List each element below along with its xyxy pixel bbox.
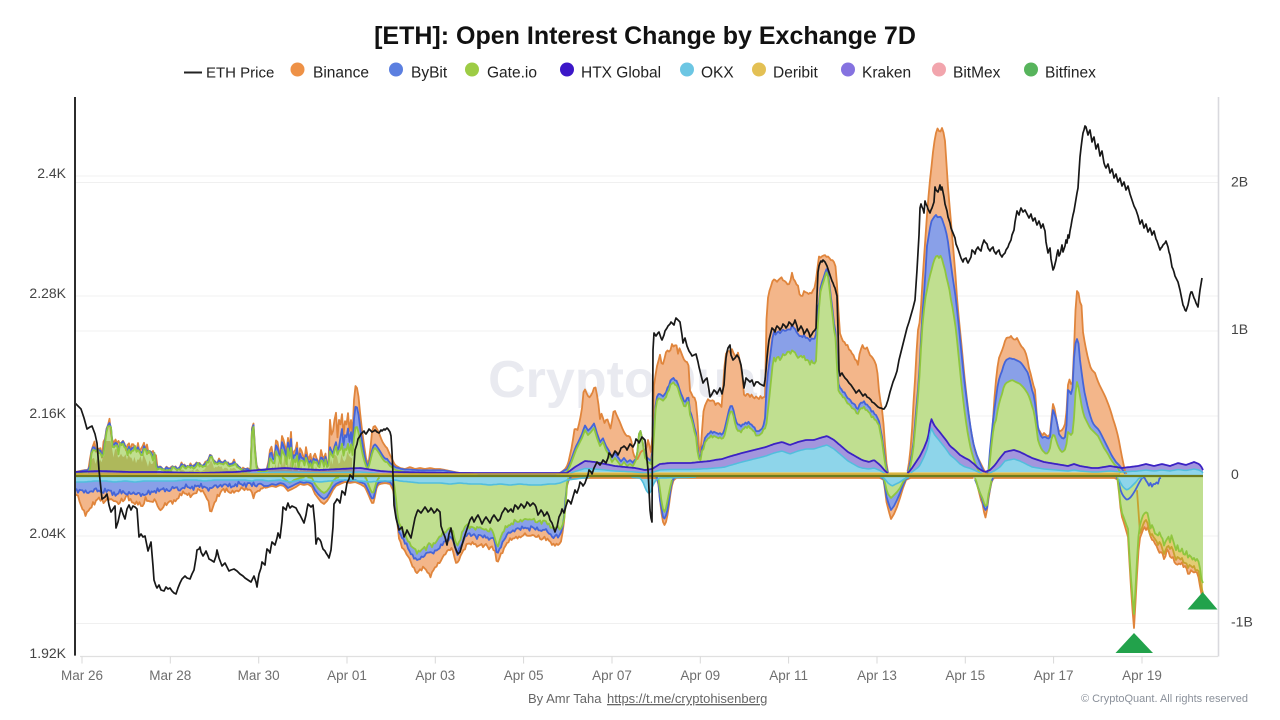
- svg-text:2.04K: 2.04K: [29, 525, 66, 541]
- svg-text:© CryptoQuant. All rights rese: © CryptoQuant. All rights reserved: [1081, 693, 1248, 705]
- svg-text:1.92K: 1.92K: [29, 645, 66, 661]
- svg-text:Apr 09: Apr 09: [680, 668, 720, 683]
- svg-text:Apr 15: Apr 15: [945, 668, 985, 683]
- svg-text:ByBit: ByBit: [411, 65, 448, 82]
- svg-text:Apr 01: Apr 01: [327, 668, 367, 683]
- svg-text:HTX Global: HTX Global: [581, 65, 661, 82]
- svg-text:Apr 03: Apr 03: [415, 668, 455, 683]
- svg-text:By Amr Taha: By Amr Taha: [528, 691, 602, 706]
- svg-text:Mar 28: Mar 28: [149, 668, 191, 683]
- svg-text:OKX: OKX: [701, 65, 734, 82]
- svg-text:ETH Price: ETH Price: [206, 65, 274, 82]
- svg-text:2B: 2B: [1231, 174, 1248, 190]
- svg-text:Apr 07: Apr 07: [592, 668, 632, 683]
- svg-text:Apr 11: Apr 11: [769, 668, 808, 683]
- svg-text:BitMex: BitMex: [953, 65, 1001, 82]
- svg-text:2.28K: 2.28K: [29, 285, 66, 301]
- svg-text:2.16K: 2.16K: [29, 405, 66, 421]
- svg-text:Mar 26: Mar 26: [61, 668, 103, 683]
- svg-text:[ETH]: Open Interest Change by: [ETH]: Open Interest Change by Exchange …: [374, 22, 916, 50]
- svg-text:Bitfinex: Bitfinex: [1045, 65, 1096, 82]
- svg-text:Apr 05: Apr 05: [504, 668, 544, 683]
- svg-text:Binance: Binance: [313, 65, 369, 82]
- svg-text:-1B: -1B: [1231, 613, 1253, 629]
- svg-text:2.4K: 2.4K: [37, 165, 66, 181]
- svg-text:https://t.me/cryptohisenberg: https://t.me/cryptohisenberg: [607, 691, 767, 706]
- svg-text:Apr 13: Apr 13: [857, 668, 897, 683]
- svg-text:Apr 17: Apr 17: [1034, 668, 1074, 683]
- svg-text:Apr 19: Apr 19: [1122, 668, 1162, 683]
- svg-text:Gate.io: Gate.io: [487, 65, 537, 82]
- svg-text:Kraken: Kraken: [862, 65, 911, 82]
- svg-text:0: 0: [1231, 466, 1239, 482]
- svg-text:1B: 1B: [1231, 321, 1248, 337]
- svg-text:Mar 30: Mar 30: [238, 668, 280, 683]
- svg-text:Deribit: Deribit: [773, 65, 818, 82]
